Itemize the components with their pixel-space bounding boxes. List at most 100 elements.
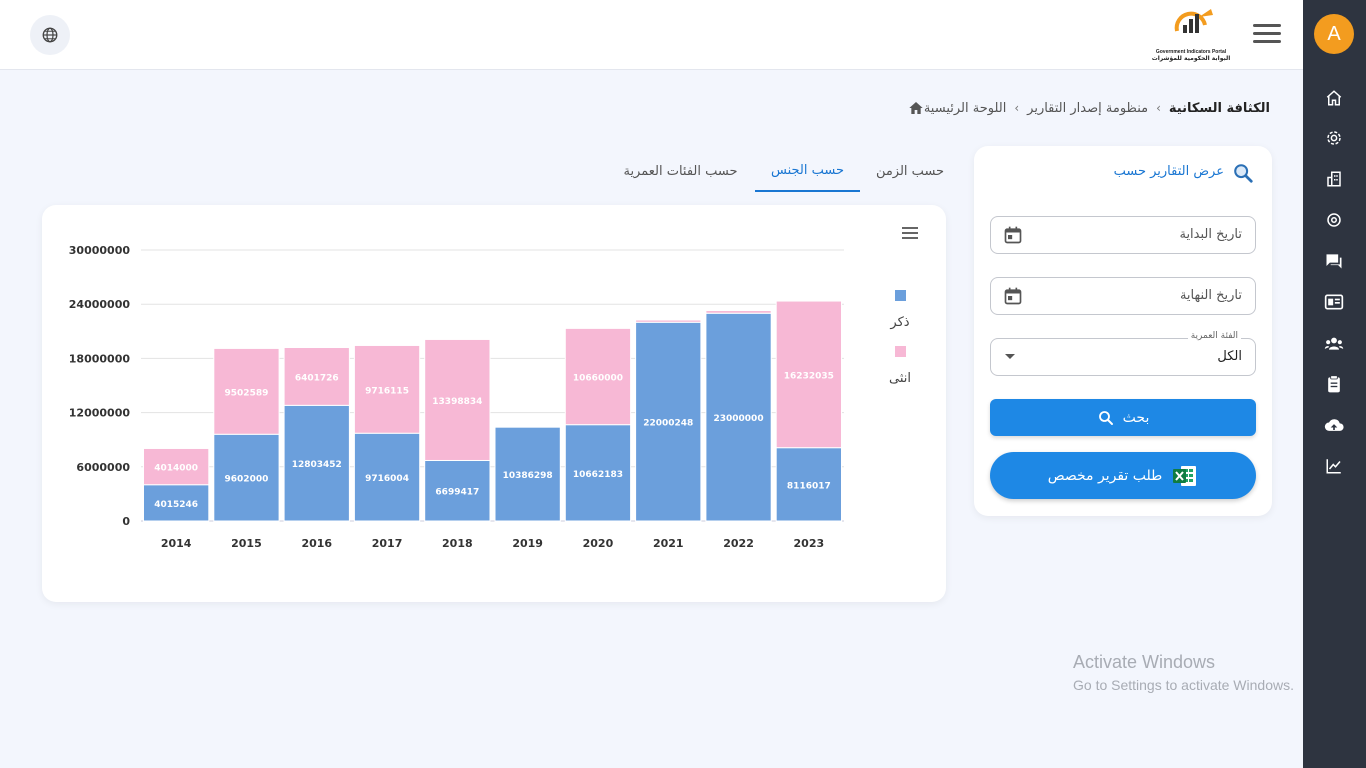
excel-icon xyxy=(1173,465,1197,486)
data-label: 23000000 xyxy=(713,414,763,424)
filter-title: عرض التقارير حسب xyxy=(1113,164,1224,179)
data-label: 9502589 xyxy=(225,388,269,398)
data-label: 6699417 xyxy=(435,488,479,498)
globe-icon xyxy=(42,27,58,43)
bar-male-2020 xyxy=(564,424,632,522)
data-label: 9602000 xyxy=(225,475,269,485)
hamburger-menu-button[interactable] xyxy=(1253,24,1281,46)
data-label: 22000248 xyxy=(643,419,693,429)
x-tick-label: 2021 xyxy=(653,537,684,550)
report-tabs: حسب الزمن حسب الجنس حسب الفئات العمرية xyxy=(612,150,952,194)
line-chart-icon[interactable] xyxy=(1323,455,1345,477)
y-tick-label: 0 xyxy=(122,515,130,528)
data-label: 9716004 xyxy=(365,474,409,484)
home-breadcrumb-icon[interactable] xyxy=(908,100,924,116)
bar-female-2014 xyxy=(143,447,210,486)
legend-swatch xyxy=(895,290,906,301)
breadcrumb-separator: › xyxy=(1014,101,1020,115)
calendar-icon[interactable] xyxy=(1003,225,1023,245)
data-label: 8116017 xyxy=(787,481,831,491)
x-tick-label: 2017 xyxy=(372,537,403,550)
age-group-value: الكل xyxy=(1217,349,1242,364)
start-date-field[interactable]: تاريخ البداية xyxy=(990,216,1256,254)
y-tick-label: 30000000 xyxy=(69,244,131,257)
bar-female-2022 xyxy=(705,310,772,314)
legend-label: انثى xyxy=(889,371,911,386)
search-icon xyxy=(1234,164,1253,183)
tab-by-age-groups[interactable]: حسب الفئات العمرية xyxy=(623,163,738,179)
data-label: 10660000 xyxy=(573,374,623,384)
x-tick-label: 2019 xyxy=(512,537,543,550)
start-date-placeholder: تاريخ البداية xyxy=(1179,227,1242,242)
chevron-down-icon[interactable] xyxy=(1005,354,1015,359)
calendar-icon[interactable] xyxy=(1003,286,1023,306)
users-icon[interactable] xyxy=(1323,332,1345,354)
y-tick-label: 18000000 xyxy=(69,352,131,365)
data-label: 13398834 xyxy=(432,397,482,407)
bar-female-2017 xyxy=(353,344,421,434)
bar-female-2016 xyxy=(283,347,350,406)
buildings-icon[interactable] xyxy=(1323,168,1345,190)
user-avatar[interactable]: A xyxy=(1314,14,1354,54)
stacked-bar-chart: 0 6000000 12000000 18000000 24000000 30000000… xyxy=(69,244,911,550)
bar-male-2023 xyxy=(775,447,843,522)
language-button[interactable] xyxy=(30,15,70,55)
search-button[interactable]: بحث xyxy=(990,399,1256,436)
y-tick-label: 24000000 xyxy=(69,298,131,311)
target-icon[interactable] xyxy=(1323,209,1345,231)
chat-icon[interactable] xyxy=(1323,250,1345,272)
chart-menu-icon[interactable] xyxy=(902,227,918,241)
home-icon[interactable] xyxy=(1323,87,1345,109)
chart-card: 0 6000000 12000000 18000000 24000000 30000000… xyxy=(42,205,946,602)
bar-male-2017 xyxy=(353,432,421,522)
legend-label: ذكر xyxy=(889,315,909,330)
breadcrumb-home[interactable]: اللوحة الرئيسية xyxy=(923,100,1007,116)
bar-male-2018 xyxy=(424,459,491,522)
x-tick-label: 2018 xyxy=(442,537,473,550)
bar-male-2022 xyxy=(705,312,772,522)
activation-watermark-title: Activate Windows xyxy=(1073,652,1216,672)
tab-by-time[interactable]: حسب الزمن xyxy=(875,163,945,179)
custom-report-label: طلب تقرير مخصص xyxy=(1047,467,1163,484)
search-button-label: بحث xyxy=(1122,409,1150,426)
filter-panel: عرض التقارير حسب تاريخ البداية تاريخ الن… xyxy=(974,146,1272,516)
breadcrumb-separator: › xyxy=(1156,101,1161,115)
data-label: 9716115 xyxy=(365,386,409,396)
activation-watermark-subtitle: Go to Settings to activate Windows. xyxy=(1073,677,1294,693)
clipboard-icon[interactable] xyxy=(1323,373,1345,395)
x-tick-label: 2015 xyxy=(231,537,262,550)
data-label: 4014000 xyxy=(154,464,198,474)
top-header: Government Indicators Portal البوابة الح… xyxy=(0,0,1303,70)
end-date-field[interactable]: تاريخ النهاية xyxy=(990,277,1256,315)
x-tick-label: 2014 xyxy=(161,537,192,550)
custom-report-button[interactable]: طلب تقرير مخصص xyxy=(990,452,1256,499)
age-group-label: الفئة العمرية xyxy=(1187,331,1241,341)
id-card-icon[interactable] xyxy=(1323,291,1345,313)
bar-male-2021 xyxy=(635,321,702,522)
search-icon xyxy=(1098,410,1113,425)
bar-male-2016 xyxy=(283,404,350,522)
age-group-select[interactable]: الفئة العمرية الكل xyxy=(990,331,1256,376)
y-tick-label: 12000000 xyxy=(69,407,131,420)
bar-female-2023 xyxy=(775,300,843,449)
logo-text-en: Government Indicators Portal xyxy=(1155,49,1227,55)
data-label: 10662183 xyxy=(573,470,623,480)
x-tick-label: 2022 xyxy=(723,537,754,550)
bar-female-2021 xyxy=(635,319,702,323)
bar-female-2015 xyxy=(213,347,280,435)
x-tick-label: 2020 xyxy=(583,537,614,550)
breadcrumb: اللوحة الرئيسية › منظومة إصدار التقارير … xyxy=(902,100,1270,116)
data-label: 6401726 xyxy=(295,373,339,383)
breadcrumb-current: الكثافة السكانية xyxy=(1168,100,1270,116)
y-tick-label: 6000000 xyxy=(76,461,130,474)
portal-logo[interactable]: Government Indicators Portal البوابة الح… xyxy=(1148,5,1234,65)
logo-mark-icon xyxy=(1174,9,1213,33)
tab-by-gender[interactable]: حسب الجنس xyxy=(755,150,860,192)
legend-swatch xyxy=(895,346,906,357)
x-tick-label: 2016 xyxy=(301,537,332,550)
data-label: 4015246 xyxy=(154,500,198,510)
breadcrumb-reports-system[interactable]: منظومة إصدار التقارير xyxy=(1027,100,1149,116)
settings-icon[interactable] xyxy=(1323,127,1345,149)
cloud-upload-icon[interactable] xyxy=(1323,414,1345,436)
data-label: 12803452 xyxy=(292,460,342,470)
